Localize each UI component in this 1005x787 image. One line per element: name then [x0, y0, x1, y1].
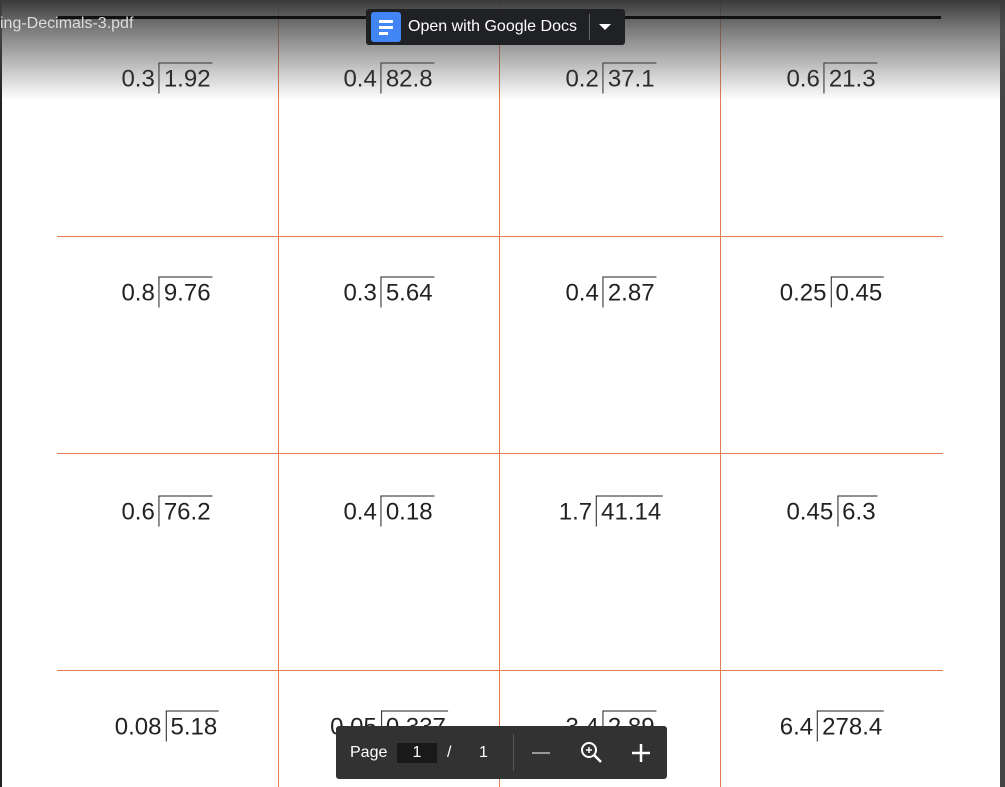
division-problem: 6.4 278.4: [779, 710, 885, 742]
page-label: Page: [350, 744, 388, 761]
dividend: 21.3: [823, 62, 878, 94]
divisor: 0.4: [343, 498, 377, 526]
dividend: 2.87: [602, 276, 657, 308]
page-input[interactable]: 1: [397, 743, 437, 763]
division-problem: 0.4 82.8: [343, 62, 435, 94]
zoom-fit[interactable]: [579, 740, 603, 764]
division-problem: 0.6 76.2: [121, 495, 213, 527]
zoom-out[interactable]: [530, 744, 552, 762]
page-total: 1: [479, 744, 488, 761]
division-problem: 0.45 6.3: [786, 495, 878, 527]
grid-line: [57, 236, 943, 237]
zoom-in[interactable]: [630, 742, 652, 764]
dividend: 76.2: [158, 495, 213, 527]
grid-line: [57, 670, 943, 671]
divisor: 1.7: [558, 498, 593, 526]
divisor: 0.3: [121, 65, 155, 93]
caret-icon: [598, 24, 611, 30]
dividend: 82.8: [380, 62, 435, 94]
grid-line: [720, 0, 721, 787]
dividend: 0.18: [380, 495, 435, 527]
divisor: 0.45: [786, 498, 834, 526]
division-problem: 0.6 21.3: [786, 62, 878, 94]
divisor: 0.6: [121, 498, 155, 526]
dividend: 37.1: [602, 62, 657, 94]
division-problem: 0.4 0.18: [343, 495, 435, 527]
dividend: 0.45: [830, 276, 885, 308]
division-problem: 0.3 1.92: [121, 62, 213, 94]
page-separator: /: [447, 744, 452, 761]
open-label: Open with Google Docs: [408, 18, 577, 35]
division-problem: 0.25 0.45: [779, 276, 885, 308]
dividend: 41.14: [596, 495, 664, 527]
divisor: 0.3: [343, 279, 377, 307]
dividend: 5.64: [380, 276, 435, 308]
grid-line: [57, 453, 943, 454]
dividend: 6.3: [837, 495, 878, 527]
dividend: 5.18: [165, 710, 220, 742]
file-name: ing-Decimals-3.pdf: [0, 15, 134, 32]
division-problem: 0.3 5.64: [343, 276, 435, 308]
divider: [513, 734, 514, 771]
divisor: 6.4: [779, 713, 814, 741]
grid-line: [499, 0, 500, 787]
grid-line: [278, 0, 279, 787]
docs-icon: [371, 12, 401, 42]
divisor: 0.4: [565, 279, 599, 307]
divisor: 0.4: [343, 65, 377, 93]
divisor: 0.8: [121, 279, 155, 307]
divisor: 0.6: [786, 65, 820, 93]
division-problem: 0.4 2.87: [565, 276, 657, 308]
divisor: 0.2: [565, 65, 599, 93]
dividend: 278.4: [817, 710, 885, 742]
divisor: 0.25: [779, 279, 827, 307]
divisor: 0.08: [114, 713, 162, 741]
open-with-button[interactable]: Open with Google Docs: [366, 9, 625, 45]
division-problem: 0.08 5.18: [114, 710, 220, 742]
division-problem: 0.8 9.76: [121, 276, 213, 308]
division-problem: 0.2 37.1: [565, 62, 657, 94]
dropdown-caret[interactable]: [588, 14, 620, 40]
division-problem: 1.7 41.14: [558, 495, 664, 527]
dividend: 9.76: [158, 276, 213, 308]
dividend: 1.92: [158, 62, 213, 94]
page-toolbar: Page 1 / 1: [336, 726, 667, 779]
